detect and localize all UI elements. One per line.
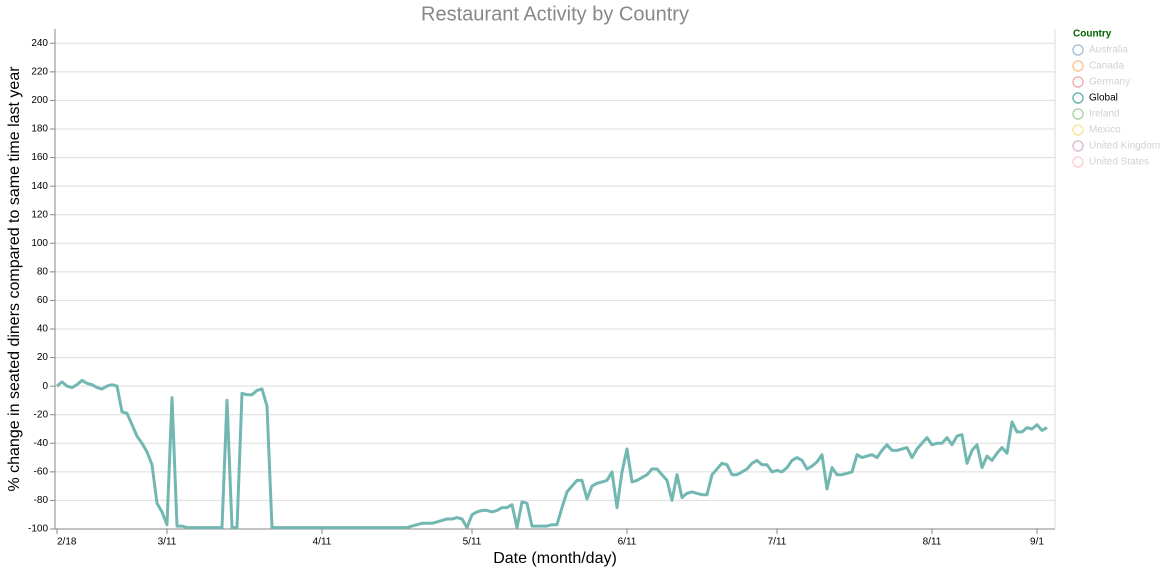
legend-symbol bbox=[1072, 108, 1084, 120]
y-axis-label: % change in seated diners compared to sa… bbox=[6, 66, 23, 492]
legend-label: United Kingdom bbox=[1089, 141, 1160, 152]
legend-item[interactable]: United States bbox=[1072, 156, 1149, 168]
x-tick-label: 7/11 bbox=[768, 537, 787, 548]
y-tick-label: 40 bbox=[37, 324, 49, 335]
legend-label: Canada bbox=[1089, 61, 1124, 72]
legend-label: Germany bbox=[1089, 77, 1130, 88]
x-tick-label: 4/11 bbox=[313, 537, 332, 548]
y-tick-label: 220 bbox=[31, 66, 48, 77]
y-tick-label: -20 bbox=[34, 409, 49, 420]
legend-symbol bbox=[1072, 140, 1084, 152]
x-tick-label: 3/11 bbox=[158, 537, 177, 548]
y-tick-label: 60 bbox=[37, 295, 49, 306]
legend-label: United States bbox=[1089, 157, 1149, 168]
legend-symbol bbox=[1072, 156, 1084, 168]
x-axis-label: Date (month/day) bbox=[493, 550, 617, 567]
legend-symbol bbox=[1072, 44, 1084, 56]
legend-item[interactable]: Australia bbox=[1072, 44, 1128, 56]
x-tick-label: 8/11 bbox=[923, 537, 942, 548]
legend-item[interactable]: Mexico bbox=[1072, 124, 1121, 136]
y-tick-label: 180 bbox=[31, 124, 48, 135]
legend-label: Mexico bbox=[1089, 125, 1121, 136]
legend-label: Ireland bbox=[1089, 109, 1120, 120]
legend-symbol bbox=[1072, 60, 1084, 72]
y-tick-label: -100 bbox=[28, 524, 48, 535]
y-tick-label: 120 bbox=[31, 209, 48, 220]
y-tick-label: 200 bbox=[31, 95, 48, 106]
y-tick-label: 160 bbox=[31, 152, 48, 163]
legend-item[interactable]: Germany bbox=[1072, 76, 1130, 88]
x-tick-label: 9/1 bbox=[1030, 537, 1044, 548]
legend-item[interactable]: Canada bbox=[1072, 60, 1124, 72]
legend-symbol bbox=[1072, 124, 1084, 136]
legend-label: Global bbox=[1089, 93, 1118, 104]
y-tick-label: -60 bbox=[34, 466, 49, 477]
y-tick-label: 80 bbox=[37, 266, 49, 277]
x-tick-label: 2/18 bbox=[57, 537, 77, 548]
y-tick-label: 240 bbox=[31, 38, 48, 49]
legend-title: Country bbox=[1073, 29, 1112, 40]
legend-item[interactable]: United Kingdom bbox=[1072, 140, 1160, 152]
y-tick-label: -40 bbox=[34, 438, 49, 449]
x-tick-label: 6/11 bbox=[618, 537, 637, 548]
legend-item[interactable]: Ireland bbox=[1072, 108, 1120, 120]
y-tick-label: 140 bbox=[31, 181, 48, 192]
y-tick-label: 0 bbox=[42, 381, 48, 392]
series-line bbox=[56, 378, 1048, 530]
y-tick-label: 100 bbox=[31, 238, 48, 249]
x-tick-label: 5/11 bbox=[463, 537, 482, 548]
y-tick-label: -80 bbox=[34, 495, 49, 506]
chart-title: Restaurant Activity by Country bbox=[421, 3, 689, 25]
legend-item[interactable]: Global bbox=[1072, 92, 1118, 104]
legend-symbol bbox=[1072, 92, 1084, 104]
legend-symbol bbox=[1072, 76, 1084, 88]
legend-label: Australia bbox=[1089, 45, 1128, 56]
y-tick-label: 20 bbox=[37, 352, 49, 363]
